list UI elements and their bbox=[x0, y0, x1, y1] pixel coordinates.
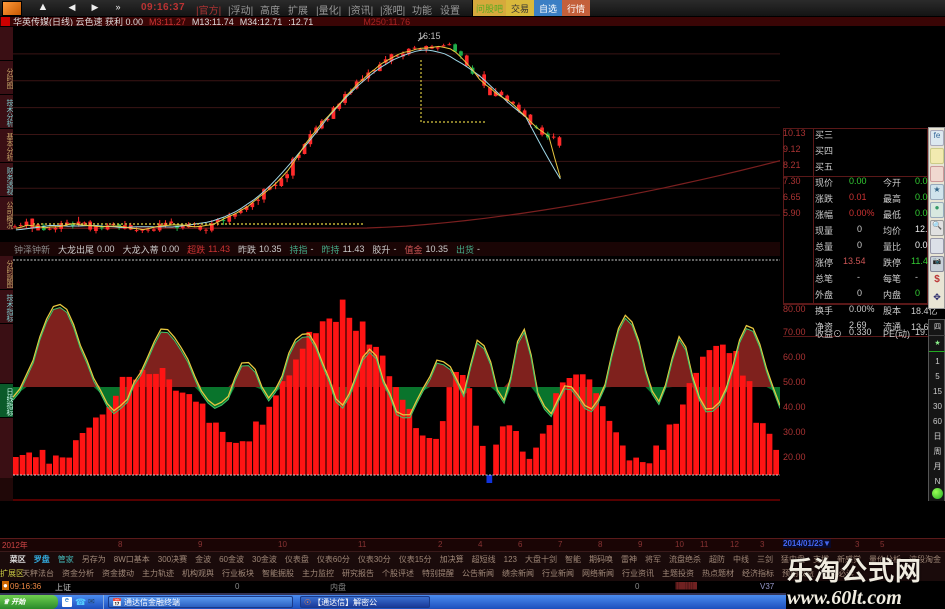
svg-text:16:15: 16:15 bbox=[418, 31, 441, 41]
